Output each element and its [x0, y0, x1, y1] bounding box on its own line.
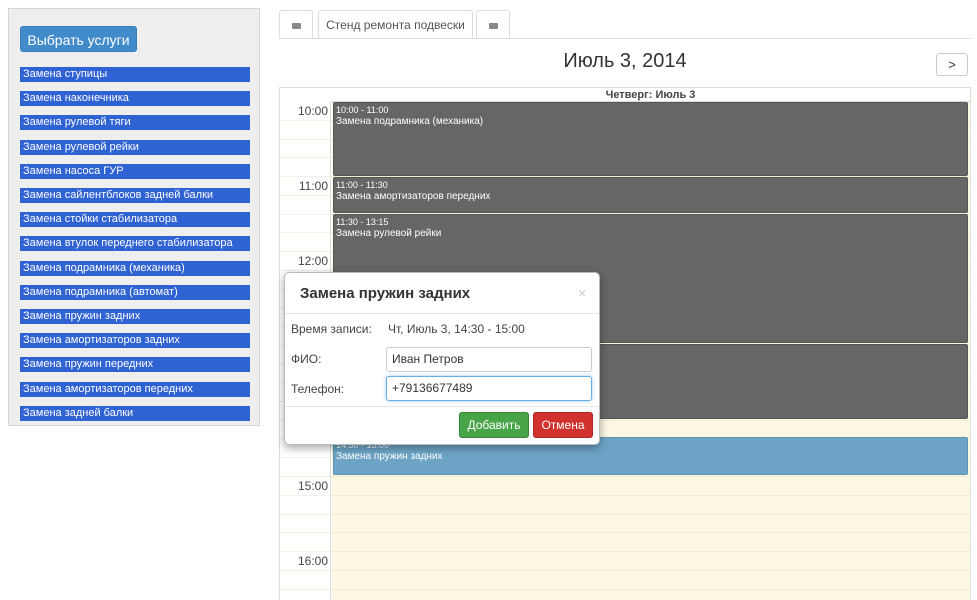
- folder-icon: [291, 22, 301, 29]
- service-item[interactable]: Замена сайлентблоков задней балки: [20, 188, 250, 203]
- service-item[interactable]: Замена наконечника: [20, 91, 250, 107]
- field-label: Время записи:: [291, 322, 372, 336]
- cancel-button[interactable]: Отмена: [533, 412, 593, 438]
- event-title: Замена амортизаторов передних: [336, 191, 491, 202]
- service-item[interactable]: Замена втулок переднего стабилизатора: [20, 236, 250, 252]
- service-item[interactable]: Замена насоса ГУР: [20, 163, 250, 179]
- service-item[interactable]: Замена рулевой тяги: [20, 115, 250, 131]
- name-input[interactable]: Иван Петров: [386, 347, 592, 372]
- tab[interactable]: Стенд ремонта подвески: [318, 10, 473, 39]
- service-item[interactable]: Замена рулевой рейки: [20, 139, 250, 155]
- next-button[interactable]: >: [936, 53, 968, 76]
- service-item[interactable]: Замена пружин задних: [20, 309, 250, 324]
- event[interactable]: 10:00 - 11:00 Замена подрамника (механика…: [333, 102, 968, 176]
- divider: [285, 313, 599, 314]
- select-services-button[interactable]: Выбрать услуги: [20, 26, 137, 52]
- service-item[interactable]: Замена ступицы: [20, 67, 250, 82]
- service-item[interactable]: Замена подрамника (механика): [20, 260, 250, 276]
- service-item[interactable]: Замена стойки стабилизатора: [20, 212, 250, 228]
- divider: [285, 406, 599, 407]
- service-item[interactable]: Замена задней балки: [20, 405, 250, 421]
- event-title: Замена рулевой рейки: [336, 228, 442, 239]
- event-title: Замена подрамника (механика): [336, 116, 484, 127]
- event-title: Замена пружин задних: [336, 451, 443, 462]
- tab-icon[interactable]: [279, 10, 313, 39]
- service-item[interactable]: Замена подрамника (автомат): [20, 284, 250, 300]
- tab-icon[interactable]: [476, 10, 510, 39]
- phone-input[interactable]: +79136677489: [386, 376, 592, 401]
- service-item[interactable]: Замена амортизаторов передних: [20, 381, 250, 397]
- event-time: 11:30 - 13:15: [336, 217, 389, 227]
- event-time: 11:00 - 11:30: [336, 180, 388, 190]
- add-button[interactable]: Добавить: [459, 412, 529, 438]
- event-time: 10:00 - 11:00: [336, 105, 389, 115]
- service-item[interactable]: Замена амортизаторов задних: [20, 333, 250, 349]
- tab-border: [279, 38, 971, 39]
- time-label: 11:00: [298, 179, 328, 193]
- event[interactable]: 11:00 - 11:30 Замена амортизаторов передн…: [333, 177, 968, 213]
- folder-icon: [488, 22, 498, 29]
- field-label: Телефон:: [291, 382, 345, 396]
- field-value: Чт, Июль 3, 14:30 - 15:00: [388, 322, 525, 336]
- event-time: 14:30 - 15:00: [336, 440, 390, 450]
- time-label: 12:00: [297, 254, 328, 268]
- modal-title: Замена пружин задних: [300, 285, 471, 302]
- service-item[interactable]: Замена пружин передних: [20, 357, 250, 373]
- time-label: 15:00: [297, 479, 328, 493]
- close-button[interactable]: ×: [578, 285, 587, 301]
- day-header: Четверг: Июль 3: [331, 88, 970, 102]
- calendar-title: Июль 3, 2014: [563, 50, 687, 72]
- time-label: 16:00: [297, 554, 328, 568]
- field-label: ФИО:: [291, 352, 322, 366]
- time-label: 10:00: [297, 104, 328, 118]
